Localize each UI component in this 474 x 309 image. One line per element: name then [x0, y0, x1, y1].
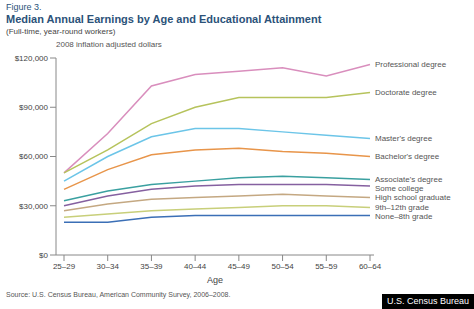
svg-text:$0: $0: [39, 251, 48, 260]
svg-text:High school graduate: High school graduate: [375, 193, 451, 202]
svg-text:$120,000: $120,000: [15, 54, 49, 63]
svg-text:30–34: 30–34: [97, 262, 120, 271]
html-text:Source: U.S. Census Bureau, Am: Source: U.S. Census Bureau, American Com…: [6, 291, 231, 298]
svg-text:Professional degree: Professional degree: [375, 60, 447, 69]
svg-text:25–29: 25–29: [53, 262, 76, 271]
svg-text:Master's degree: Master's degree: [375, 134, 433, 143]
svg-text:Bachelor's degree: Bachelor's degree: [375, 152, 440, 161]
html-text:U.S. Census Bureau: U.S. Census Bureau: [387, 296, 469, 306]
svg-text:None–8th grade: None–8th grade: [375, 212, 433, 221]
svg-text:Some college: Some college: [375, 184, 424, 193]
svg-text:Associate's degree: Associate's degree: [375, 175, 443, 184]
svg-text:$60,000: $60,000: [19, 152, 48, 161]
html-text:Median Annual Earnings by Age: Median Annual Earnings by Age and Educat…: [6, 13, 322, 25]
html-text:(Full-time, year-round workers: (Full-time, year-round workers): [6, 27, 116, 36]
svg-text:$90,000: $90,000: [19, 103, 48, 112]
svg-text:Age: Age: [207, 275, 223, 285]
html-text:Figure 3.: Figure 3.: [6, 2, 42, 12]
svg-text:45–49: 45–49: [228, 262, 251, 271]
svg-text:60–64: 60–64: [359, 262, 382, 271]
html-text:2008 inflation adjusted dollar: 2008 inflation adjusted dollars: [56, 40, 162, 49]
svg-text:9th–12th grade: 9th–12th grade: [375, 203, 429, 212]
svg-text:Doctorate degree: Doctorate degree: [375, 88, 437, 97]
svg-text:35–39: 35–39: [140, 262, 163, 271]
svg-text:55–59: 55–59: [315, 262, 338, 271]
svg-text:50–54: 50–54: [271, 262, 294, 271]
svg-text:40–44: 40–44: [184, 262, 207, 271]
svg-text:$30,000: $30,000: [19, 202, 48, 211]
